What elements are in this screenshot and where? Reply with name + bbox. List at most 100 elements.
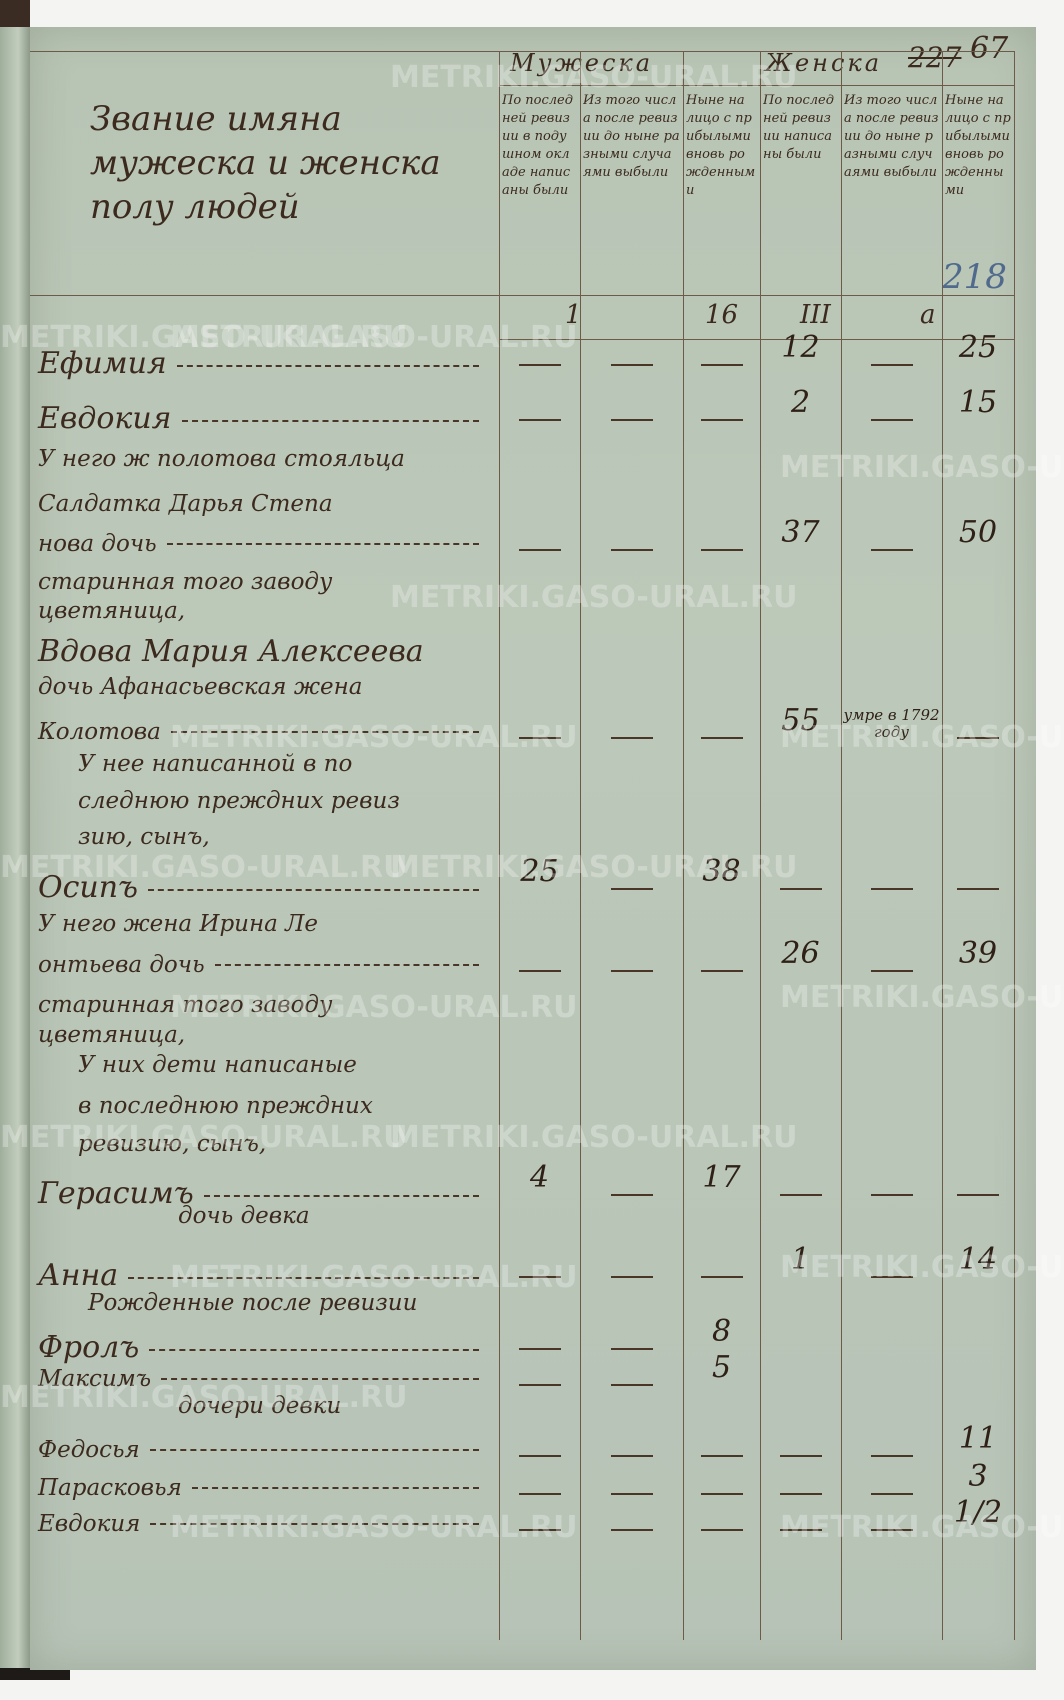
empty-dash	[610, 419, 653, 421]
dash-leader	[148, 889, 479, 891]
entry-text: Вдова Мария Алексеева	[38, 634, 424, 669]
empty-dash	[779, 1194, 822, 1196]
column-rule	[841, 51, 842, 1640]
empty-dash	[700, 364, 743, 366]
column-rule	[760, 51, 761, 1640]
dash-leader	[203, 1195, 479, 1197]
entry-line: Рожденные после ревизии	[88, 1290, 417, 1316]
column-header: Из того числа после ревизии до ныне разн…	[844, 93, 939, 180]
column-rule	[1014, 51, 1015, 1640]
entry-text: Фролъ	[38, 1330, 140, 1365]
entry-text: Рожденные после ревизии	[88, 1290, 418, 1316]
watermark: METRIKI.GASO-URAL.RU	[780, 1510, 1064, 1545]
watermark: METRIKI.GASO-URAL.RU	[170, 1510, 578, 1545]
column-rule	[499, 51, 500, 1640]
watermark: METRIKI.GASO-URAL.RU	[780, 980, 1064, 1015]
entry-line: цветяница,	[38, 1022, 185, 1048]
count-figure: 3	[968, 1459, 988, 1494]
entry-text: У них дети написаные	[78, 1052, 357, 1078]
column-mark: 16	[705, 300, 739, 330]
empty-dash	[610, 1529, 653, 1531]
count-figure: 12	[781, 330, 820, 365]
count-figure: 38	[702, 854, 741, 889]
pencil-folio-number: 218	[942, 257, 1007, 297]
entry-text: Федосья	[38, 1437, 140, 1463]
count-figure: 25	[958, 330, 998, 365]
entry-text: цветяница,	[38, 1022, 186, 1048]
empty-dash	[518, 1348, 561, 1350]
watermark: METRIKI.GASO-URAL.RU	[780, 450, 1064, 485]
empty-dash	[518, 549, 561, 551]
struck-folio-number: 227	[908, 41, 962, 74]
entry-text: ревизию, сынъ,	[78, 1131, 267, 1157]
empty-dash	[870, 1529, 913, 1531]
count-figure: 55	[781, 703, 820, 738]
empty-dash	[610, 888, 653, 890]
empty-dash	[700, 419, 743, 421]
entry-text: нова дочь	[38, 531, 157, 557]
entry-text: онтьева дочь	[38, 952, 205, 978]
dash-leader	[176, 365, 479, 367]
entry-text: Анна	[38, 1258, 119, 1293]
empty-dash	[610, 970, 653, 972]
entry-line: Герасимъ	[38, 1176, 479, 1211]
entry-line: старинная того заводу	[38, 569, 332, 595]
entry-text: в последнюю преждних	[78, 1093, 373, 1119]
column-title: Звание имяна мужеска и женска полу людей	[90, 99, 441, 227]
watermark: METRIKI.GASO-URAL.RU	[0, 1120, 408, 1155]
watermark: METRIKI.GASO-URAL.RU	[0, 850, 408, 885]
dash-leader	[166, 543, 479, 545]
empty-dash	[610, 549, 653, 551]
column-rule	[942, 51, 943, 1640]
entry-text: следнюю преждних ревиз	[78, 788, 400, 814]
watermark: METRIKI.GASO-URAL.RU	[390, 850, 798, 885]
binding-edge	[0, 0, 30, 27]
empty-dash	[700, 549, 743, 551]
column-header: Ныне на лицо с прибылыми вновь рожденным…	[945, 93, 1011, 198]
empty-dash	[700, 1455, 743, 1457]
empty-dash	[700, 1529, 743, 1531]
entry-line: дочь девка	[178, 1203, 310, 1229]
watermark: METRIKI.GASO-URAL.RU	[390, 60, 798, 95]
empty-dash	[610, 364, 653, 366]
empty-dash	[610, 1384, 653, 1386]
entry-text: Максимъ	[38, 1366, 152, 1392]
entry-line: У него ж полотова стояльца	[38, 446, 405, 472]
archive-page: Звание имяна мужеска и женска полу людей…	[0, 27, 1064, 1670]
empty-dash	[870, 1276, 913, 1278]
entry-text: Осипъ	[38, 870, 139, 905]
count-figure: 8	[711, 1314, 732, 1349]
count-figure: 11	[958, 1421, 998, 1456]
empty-dash	[870, 970, 913, 972]
entry-text: У него ж полотова стояльца	[38, 446, 405, 472]
empty-dash	[518, 1455, 561, 1457]
entry-text: дочь девка	[178, 1203, 310, 1229]
empty-dash	[779, 1529, 822, 1531]
entry-text: Салдатка Дарья Степа	[38, 491, 333, 517]
empty-dash	[870, 419, 913, 421]
empty-dash	[700, 1493, 743, 1495]
entry-line: следнюю преждних ревиз	[78, 788, 400, 814]
entry-line: Салдатка Дарья Степа	[38, 491, 333, 517]
count-figure: 1	[790, 1242, 811, 1277]
entry-line: онтьева дочь	[38, 952, 479, 978]
entry-line: У нее написанной в по	[78, 751, 352, 777]
entry-line: дочь Афанасьевская жена	[38, 674, 362, 700]
count-figure: 26	[781, 936, 820, 971]
watermark: METRIKI.GASO-URAL.RU	[390, 1120, 798, 1155]
entry-text: Евдокия	[38, 401, 172, 436]
entry-line: нова дочь	[38, 531, 479, 557]
watermark: METRIKI.GASO-URAL.RU	[0, 320, 408, 355]
empty-dash	[518, 364, 561, 366]
dash-leader	[161, 1378, 479, 1380]
empty-dash	[700, 970, 743, 972]
empty-dash	[870, 364, 913, 366]
entry-line: цветяница,	[38, 598, 185, 624]
empty-dash	[870, 549, 913, 551]
entry-line: Парасковья	[38, 1475, 479, 1501]
dash-leader	[170, 731, 479, 733]
empty-dash	[957, 888, 999, 890]
empty-dash	[518, 1493, 561, 1495]
empty-dash	[610, 1493, 653, 1495]
entry-text: зию, сынъ,	[78, 824, 210, 850]
